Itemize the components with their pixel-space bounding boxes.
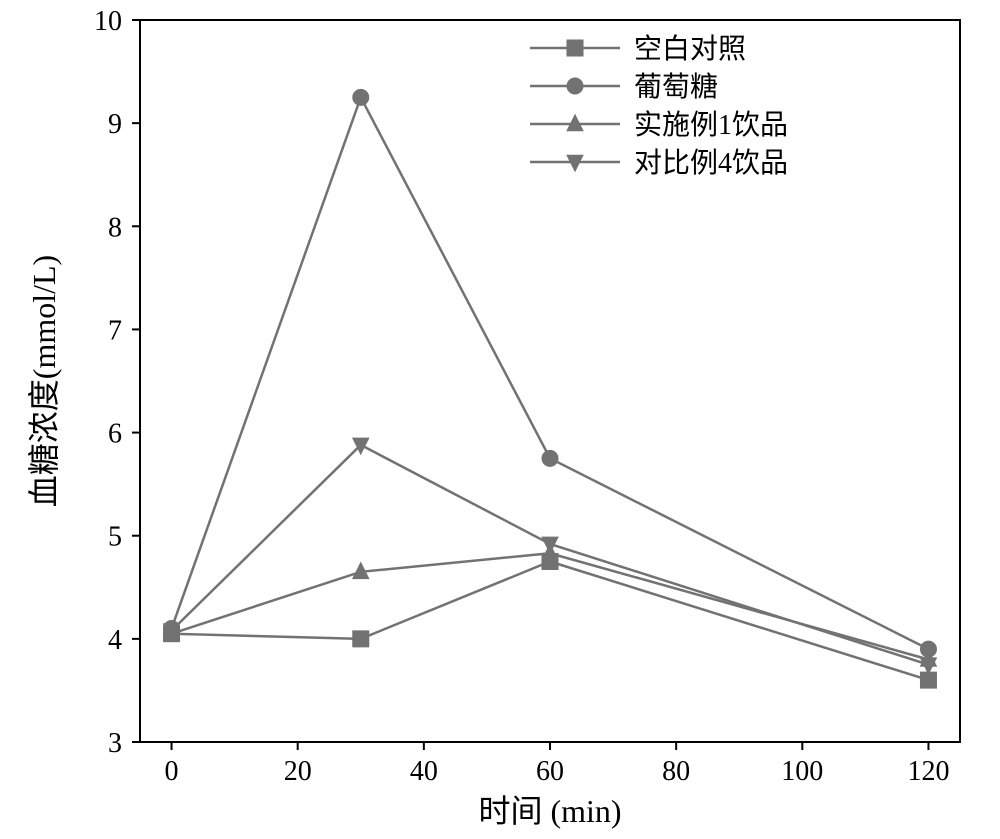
x-tick-label: 20 (284, 756, 312, 787)
legend-label: 葡萄糖 (634, 71, 718, 103)
y-tick-label: 7 (108, 315, 122, 346)
x-tick-label: 40 (410, 756, 438, 787)
y-axis-title: 血糖浓度(mmol/L) (26, 255, 62, 507)
y-tick-label: 3 (108, 728, 122, 759)
y-tick-label: 9 (108, 109, 122, 140)
y-tick-label: 6 (108, 419, 122, 450)
y-tick-label: 4 (108, 625, 122, 656)
x-tick-label: 100 (781, 756, 823, 787)
line-chart: 0 20 40 60 80 100 120 3 4 5 6 7 8 9 10 时间 (min) 血糖浓度(mmo… (0, 0, 1000, 839)
y-tick-label: 5 (108, 522, 122, 553)
y-tick-label: 10 (94, 6, 122, 37)
x-tick-label: 0 (165, 756, 179, 787)
legend-label: 实施例1饮品 (634, 109, 788, 141)
x-axis-title: 时间 (min) (478, 793, 621, 829)
legend-label: 空白对照 (634, 33, 746, 65)
x-tick-label: 60 (536, 756, 564, 787)
y-tick-label: 8 (108, 212, 122, 243)
legend-label: 对比例4饮品 (634, 147, 788, 179)
chart-container: 0 20 40 60 80 100 120 3 4 5 6 7 8 9 10 时间 (min) 血糖浓度(mmo… (0, 0, 1000, 839)
x-tick-label: 120 (907, 756, 949, 787)
x-tick-label: 80 (662, 756, 690, 787)
